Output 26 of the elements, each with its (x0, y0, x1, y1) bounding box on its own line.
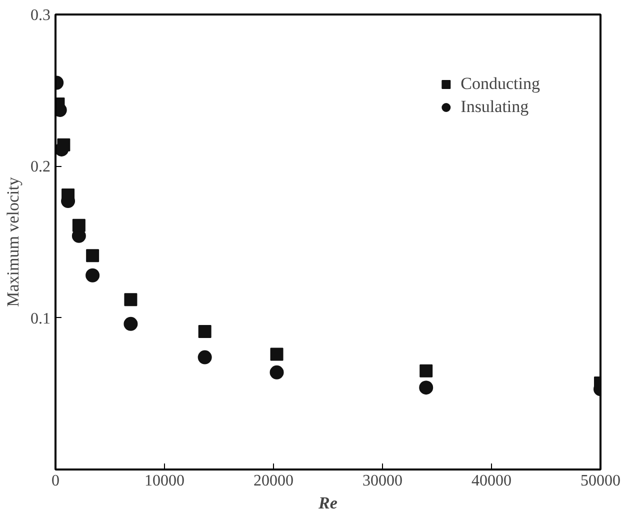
point (124, 293, 138, 306)
y-tick-label: 0.2 (30, 158, 50, 176)
point (62, 188, 75, 202)
point (86, 268, 100, 282)
x-tick-label: 50000 (580, 472, 620, 490)
point (420, 364, 433, 378)
point (419, 380, 434, 395)
x-tick-label: 20000 (254, 472, 294, 490)
point (124, 316, 138, 331)
x-tick-label: 0 (52, 472, 60, 490)
point (86, 249, 100, 262)
x-tick-label: 40000 (472, 472, 512, 490)
point (57, 138, 70, 152)
point (198, 324, 212, 338)
x-axis-title: Re (318, 494, 338, 512)
x-tick-label: 10000 (144, 472, 184, 490)
point (198, 350, 212, 364)
point (270, 365, 284, 380)
point (72, 218, 86, 232)
y-tick-label: 0.3 (30, 7, 50, 24)
y-tick-label: 0.1 (30, 310, 50, 328)
x-tick-label: 30000 (362, 472, 402, 490)
y-axis-title: Maximum velocity (4, 176, 22, 307)
legend-label: Insulating (460, 97, 529, 117)
legend-label: Conducting (460, 74, 540, 94)
point (270, 348, 284, 361)
